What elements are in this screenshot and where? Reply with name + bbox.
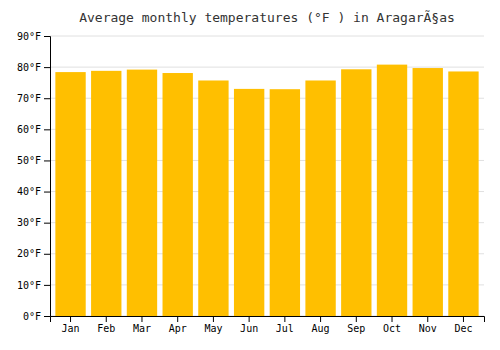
tick-label: 20°F (17, 248, 41, 259)
tick-label: Jul (276, 323, 294, 334)
tick: 90°F (17, 31, 50, 42)
tick: Mar (133, 316, 151, 334)
tick-mark (44, 316, 50, 317)
tick-label: Mar (133, 323, 151, 334)
plot: 0°F 10°F 20°F 30°F 40°F 50°F 60°F 70°F 80°F 90°F J… (17, 31, 485, 334)
tick-label: 90°F (17, 31, 41, 42)
tick-label: 50°F (17, 155, 41, 166)
tick-label: Jun (240, 323, 258, 334)
tick-label: 10°F (17, 280, 41, 291)
tick: 40°F (17, 186, 50, 197)
chart: 0°F 10°F 20°F 30°F 40°F 50°F 60°F 70°F 80°F 90°F J… (0, 0, 500, 350)
tick-label: Nov (419, 323, 437, 334)
bar (163, 73, 193, 316)
tick-label: Feb (97, 323, 115, 334)
bar (448, 71, 478, 316)
tick-label: 60°F (17, 124, 41, 135)
tick-mark (284, 316, 285, 322)
tick-mark (249, 316, 250, 322)
tick-mark (463, 316, 464, 322)
grid (50, 36, 484, 316)
tick: 80°F (17, 62, 50, 73)
axis-line (51, 317, 485, 323)
title: Average monthly temperatures (°F ) in Ar… (79, 10, 455, 25)
y-axis: 0°F 10°F 20°F 30°F 40°F 50°F 60°F 70°F 80°F 90°F (17, 31, 51, 322)
tick-mark (44, 129, 50, 130)
tick-mark (44, 98, 50, 99)
tick-mark (392, 316, 393, 322)
tick: Jan (62, 316, 80, 334)
grid-line (50, 36, 484, 37)
tick-label: Apr (169, 323, 187, 334)
tick-mark (106, 316, 107, 322)
grid-line (50, 67, 484, 68)
x-axis: Jan Feb Mar Apr May Jun Jul Aug Sep Oct Nov Dec (51, 316, 485, 334)
tick: Aug (312, 316, 330, 334)
tick: 30°F (17, 217, 50, 228)
tick-mark (44, 160, 50, 161)
tick-mark (44, 223, 50, 224)
tick: May (204, 316, 222, 334)
tick-label: 70°F (17, 93, 41, 104)
tick-mark (44, 67, 50, 68)
tick: 10°F (17, 280, 50, 291)
tick: Oct (383, 316, 401, 334)
tick: Jul (276, 316, 294, 334)
tick-label: Dec (454, 323, 472, 334)
tick-mark (44, 254, 50, 255)
tick: 60°F (17, 124, 50, 135)
bar (55, 72, 85, 316)
tick-mark (320, 316, 321, 322)
tick: 0°F (23, 311, 50, 322)
tick-label: 0°F (23, 311, 41, 322)
tick-mark (44, 285, 50, 286)
bars (55, 65, 478, 316)
tick-label: Aug (312, 323, 330, 334)
tick-label: Oct (383, 323, 401, 334)
tick: 50°F (17, 155, 50, 166)
tick-mark (213, 316, 214, 322)
tick-mark (427, 316, 428, 322)
bar (413, 68, 443, 316)
tick: Apr (169, 316, 187, 334)
bar (270, 89, 300, 316)
bar (198, 80, 228, 316)
bar (377, 65, 407, 316)
tick-mark (356, 316, 357, 322)
tick-mark (44, 192, 50, 193)
bar (341, 69, 371, 316)
tick-label: 40°F (17, 186, 41, 197)
tick-label: Sep (347, 323, 365, 334)
bar (127, 70, 157, 316)
bar (91, 71, 121, 316)
tick: Sep (347, 316, 365, 334)
tick: 20°F (17, 248, 50, 259)
tick-label: 30°F (17, 217, 41, 228)
bar (305, 80, 335, 316)
tick-mark (44, 36, 50, 37)
tick: Dec (454, 316, 472, 334)
axis-line (44, 37, 51, 317)
tick-label: May (204, 323, 222, 334)
tick-mark (177, 316, 178, 322)
tick-label: 80°F (17, 62, 41, 73)
tick-label: Jan (62, 323, 80, 334)
tick: 70°F (17, 93, 50, 104)
tick: Jun (240, 316, 258, 334)
tick: Nov (419, 316, 437, 334)
tick-mark (141, 316, 142, 322)
tick-mark (70, 316, 71, 322)
bar (234, 89, 264, 316)
tick: Feb (97, 316, 115, 334)
